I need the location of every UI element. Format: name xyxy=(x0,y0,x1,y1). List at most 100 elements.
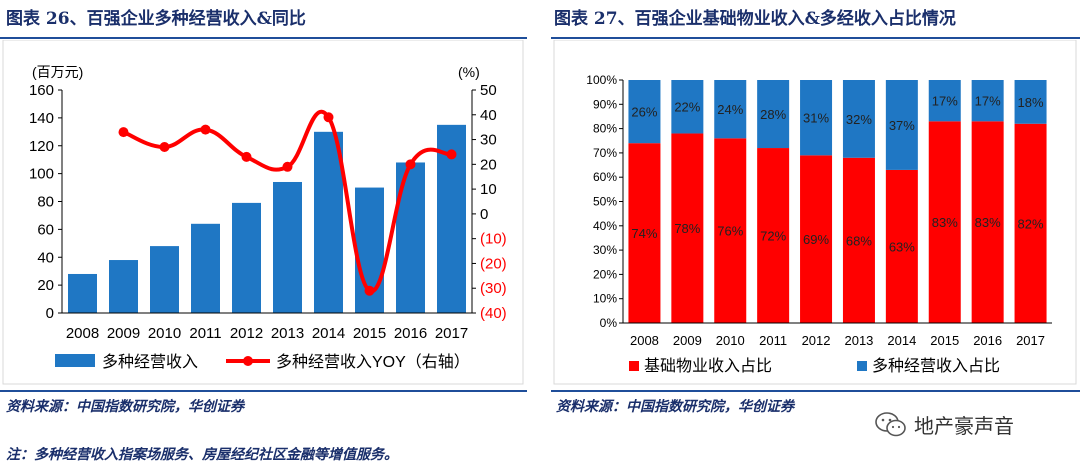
yoy-point xyxy=(446,149,457,160)
x-tick-label: 2015 xyxy=(353,325,386,342)
x-tick-label: 2008 xyxy=(66,325,99,342)
base-property-label: 68% xyxy=(846,233,872,248)
x-tick-label: 2013 xyxy=(844,333,873,348)
base-property-label: 74% xyxy=(631,226,657,241)
right-y-tick-label: (40) xyxy=(480,305,507,322)
diversified-segment xyxy=(842,80,875,158)
left-source: 资料来源：中国指数研究院，华创证券 xyxy=(6,399,244,415)
diversified-segment xyxy=(757,80,790,149)
x-tick-label: 2014 xyxy=(312,325,345,342)
left-y-tick-label: 0 xyxy=(46,305,54,322)
diversified-label: 28% xyxy=(760,107,786,122)
legend-label-yoy: 多种经营收入YOY（右轴） xyxy=(276,353,470,371)
right-y-tick-label: 10 xyxy=(480,181,497,198)
revenue-bar xyxy=(191,223,220,313)
diversified-segment xyxy=(885,80,918,170)
y-tick-label: 70% xyxy=(593,146,617,160)
right-source-rule xyxy=(551,390,1080,392)
yoy-line xyxy=(122,109,452,293)
yoy-point xyxy=(364,285,375,296)
y-tick-label: 90% xyxy=(593,97,617,111)
x-tick-label: 2011 xyxy=(189,325,221,342)
yoy-point xyxy=(118,127,129,138)
right-figure-title: 图表 27、百强企业基础物业收入&多经收入占比情况 xyxy=(554,9,956,29)
x-tick-label: 2014 xyxy=(887,333,916,348)
base-property-segment xyxy=(1014,123,1047,324)
legend-swatch-base xyxy=(629,361,639,371)
base-property-label: 82% xyxy=(1018,216,1044,231)
base-property-segment xyxy=(842,157,875,323)
left-title-rule xyxy=(0,37,527,39)
y-tick-label: 60% xyxy=(593,170,617,184)
y-tick-label: 20% xyxy=(593,267,617,281)
x-tick-label: 2016 xyxy=(973,333,1002,348)
base-property-label: 76% xyxy=(717,224,743,239)
x-tick-label: 2017 xyxy=(1016,333,1045,348)
x-tick-label: 2012 xyxy=(802,333,831,348)
base-property-label: 78% xyxy=(674,221,700,236)
legend-label-revenue: 多种经营收入 xyxy=(102,353,198,371)
diversified-segment xyxy=(714,80,747,139)
diversified-label: 17% xyxy=(932,94,958,109)
diversified-segment xyxy=(928,80,961,122)
y-tick-label: 40% xyxy=(593,219,617,233)
base-property-segment xyxy=(671,133,704,323)
base-property-segment xyxy=(928,121,961,323)
diversified-label: 26% xyxy=(631,105,657,120)
right-y-tick-label: 0 xyxy=(480,206,488,223)
left-y-tick-label: 160 xyxy=(29,82,54,99)
y-tick-label: 80% xyxy=(593,122,617,136)
legend-swatch-revenue xyxy=(55,354,95,367)
diversified-segment xyxy=(1014,80,1047,124)
left-figure-title: 图表 26、百强企业多种经营收入&同比 xyxy=(6,9,306,29)
revenue-bar xyxy=(150,246,179,313)
revenue-bar xyxy=(232,202,261,313)
x-tick-label: 2008 xyxy=(630,333,659,348)
x-tick-label: 2010 xyxy=(716,333,745,348)
left-chart: (百万元) (%) 020406080100120140160(40)(30)(… xyxy=(2,40,524,385)
diversified-segment xyxy=(628,80,661,144)
left-y-tick-label: 140 xyxy=(29,110,54,127)
base-property-segment xyxy=(757,148,790,323)
right-axis-unit: (%) xyxy=(458,64,480,80)
right-y-tick-label: 40 xyxy=(480,107,497,124)
y-tick-label: 50% xyxy=(593,195,617,209)
x-tick-label: 2017 xyxy=(435,325,468,342)
base-property-label: 69% xyxy=(803,232,829,247)
x-tick-label: 2009 xyxy=(107,325,140,342)
left-y-tick-label: 100 xyxy=(29,166,54,183)
base-property-segment xyxy=(800,155,833,323)
base-property-segment xyxy=(714,138,747,323)
right-y-tick-label: (30) xyxy=(480,280,507,297)
left-y-tick-label: 40 xyxy=(37,249,54,266)
revenue-bar xyxy=(109,260,138,313)
x-tick-label: 2012 xyxy=(230,325,263,342)
base-property-segment xyxy=(628,143,661,323)
left-y-tick-label: 60 xyxy=(37,221,54,238)
diversified-label: 37% xyxy=(889,118,915,133)
y-tick-label: 0% xyxy=(600,316,618,330)
base-property-segment xyxy=(885,169,918,323)
right-y-tick-label: 50 xyxy=(480,82,497,99)
right-y-tick-label: (10) xyxy=(480,231,507,248)
diversified-segment xyxy=(800,80,833,156)
watermark-text: 地产豪声音 xyxy=(914,414,1014,438)
diversified-segment xyxy=(971,80,1004,122)
left-y-tick-label: 80 xyxy=(37,194,54,211)
yoy-point xyxy=(282,161,293,172)
x-tick-label: 2015 xyxy=(930,333,959,348)
right-y-tick-label: 20 xyxy=(480,156,497,173)
x-tick-label: 2016 xyxy=(394,325,427,342)
yoy-point xyxy=(159,141,170,152)
diversified-label: 18% xyxy=(1018,95,1044,110)
wechat-icon xyxy=(875,411,906,436)
right-y-tick-label: (20) xyxy=(480,255,507,272)
base-property-label: 83% xyxy=(932,215,958,230)
y-tick-label: 100% xyxy=(586,73,617,87)
diversified-label: 17% xyxy=(975,94,1001,109)
diversified-label: 32% xyxy=(846,112,872,127)
x-tick-label: 2010 xyxy=(148,325,181,342)
yoy-point xyxy=(200,124,211,135)
yoy-point xyxy=(405,159,416,170)
base-property-label: 63% xyxy=(889,239,915,254)
